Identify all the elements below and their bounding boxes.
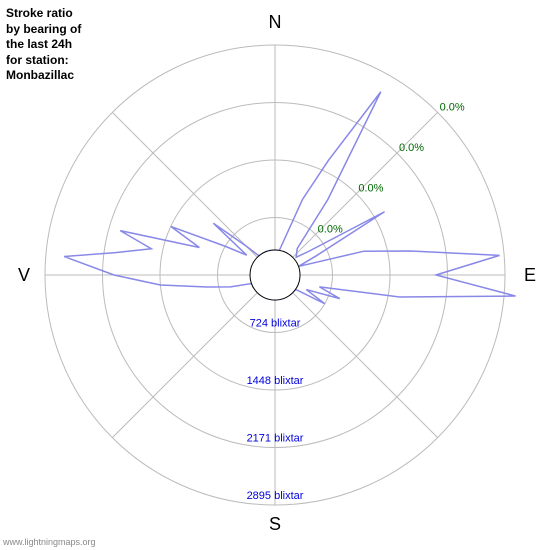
footer-credit: www.lightningmaps.org — [3, 537, 96, 547]
polar-chart: 724 blixtar 1448 blixtar 2171 blixtar 2895 … — [0, 0, 550, 550]
ring-label: 2171 blixtar — [247, 433, 304, 445]
ring-label: 2895 blixtar — [247, 490, 304, 502]
cardinal-N: N — [269, 12, 282, 32]
cardinal-S: S — [269, 514, 281, 534]
pct-label: 0.0% — [440, 101, 465, 113]
ring-label: 724 blixtar — [250, 318, 301, 330]
pct-label: 0.0% — [318, 223, 343, 235]
pct-label: 0.0% — [399, 142, 424, 154]
pct-label: 0.0% — [358, 183, 383, 195]
cardinal-E: E — [524, 265, 536, 285]
cardinal-V: V — [18, 265, 30, 285]
ring-label: 1448 blixtar — [247, 375, 304, 387]
